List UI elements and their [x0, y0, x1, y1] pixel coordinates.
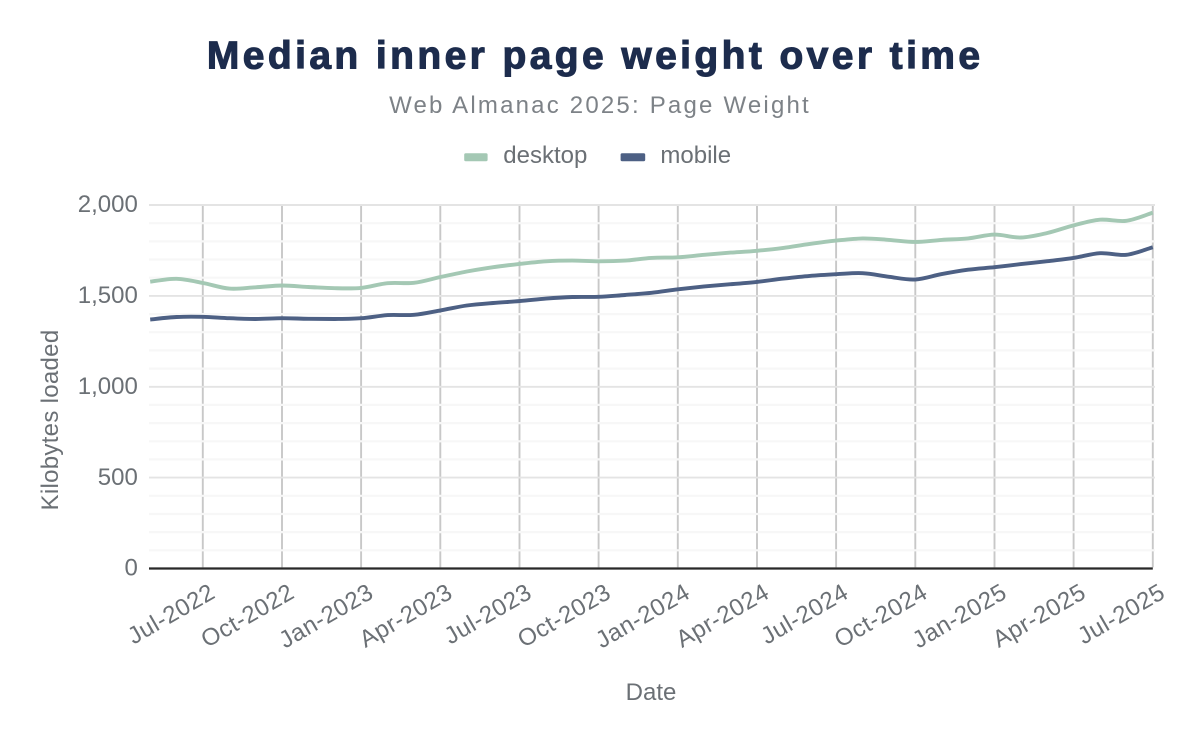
- svg-text:Date: Date: [626, 679, 677, 706]
- svg-text:1,000: 1,000: [78, 373, 138, 400]
- svg-text:500: 500: [98, 464, 138, 491]
- svg-text:desktop: desktop: [503, 142, 587, 169]
- svg-text:Median inner page weight over: Median inner page weight over time: [207, 35, 984, 78]
- svg-text:2,000: 2,000: [78, 191, 138, 218]
- svg-text:Web Almanac 2025: Page Weight: Web Almanac 2025: Page Weight: [389, 92, 811, 119]
- svg-text:mobile: mobile: [660, 142, 731, 169]
- svg-text:1,500: 1,500: [78, 282, 138, 309]
- svg-text:Kilobytes loaded: Kilobytes loaded: [37, 330, 64, 511]
- svg-text:0: 0: [124, 555, 137, 582]
